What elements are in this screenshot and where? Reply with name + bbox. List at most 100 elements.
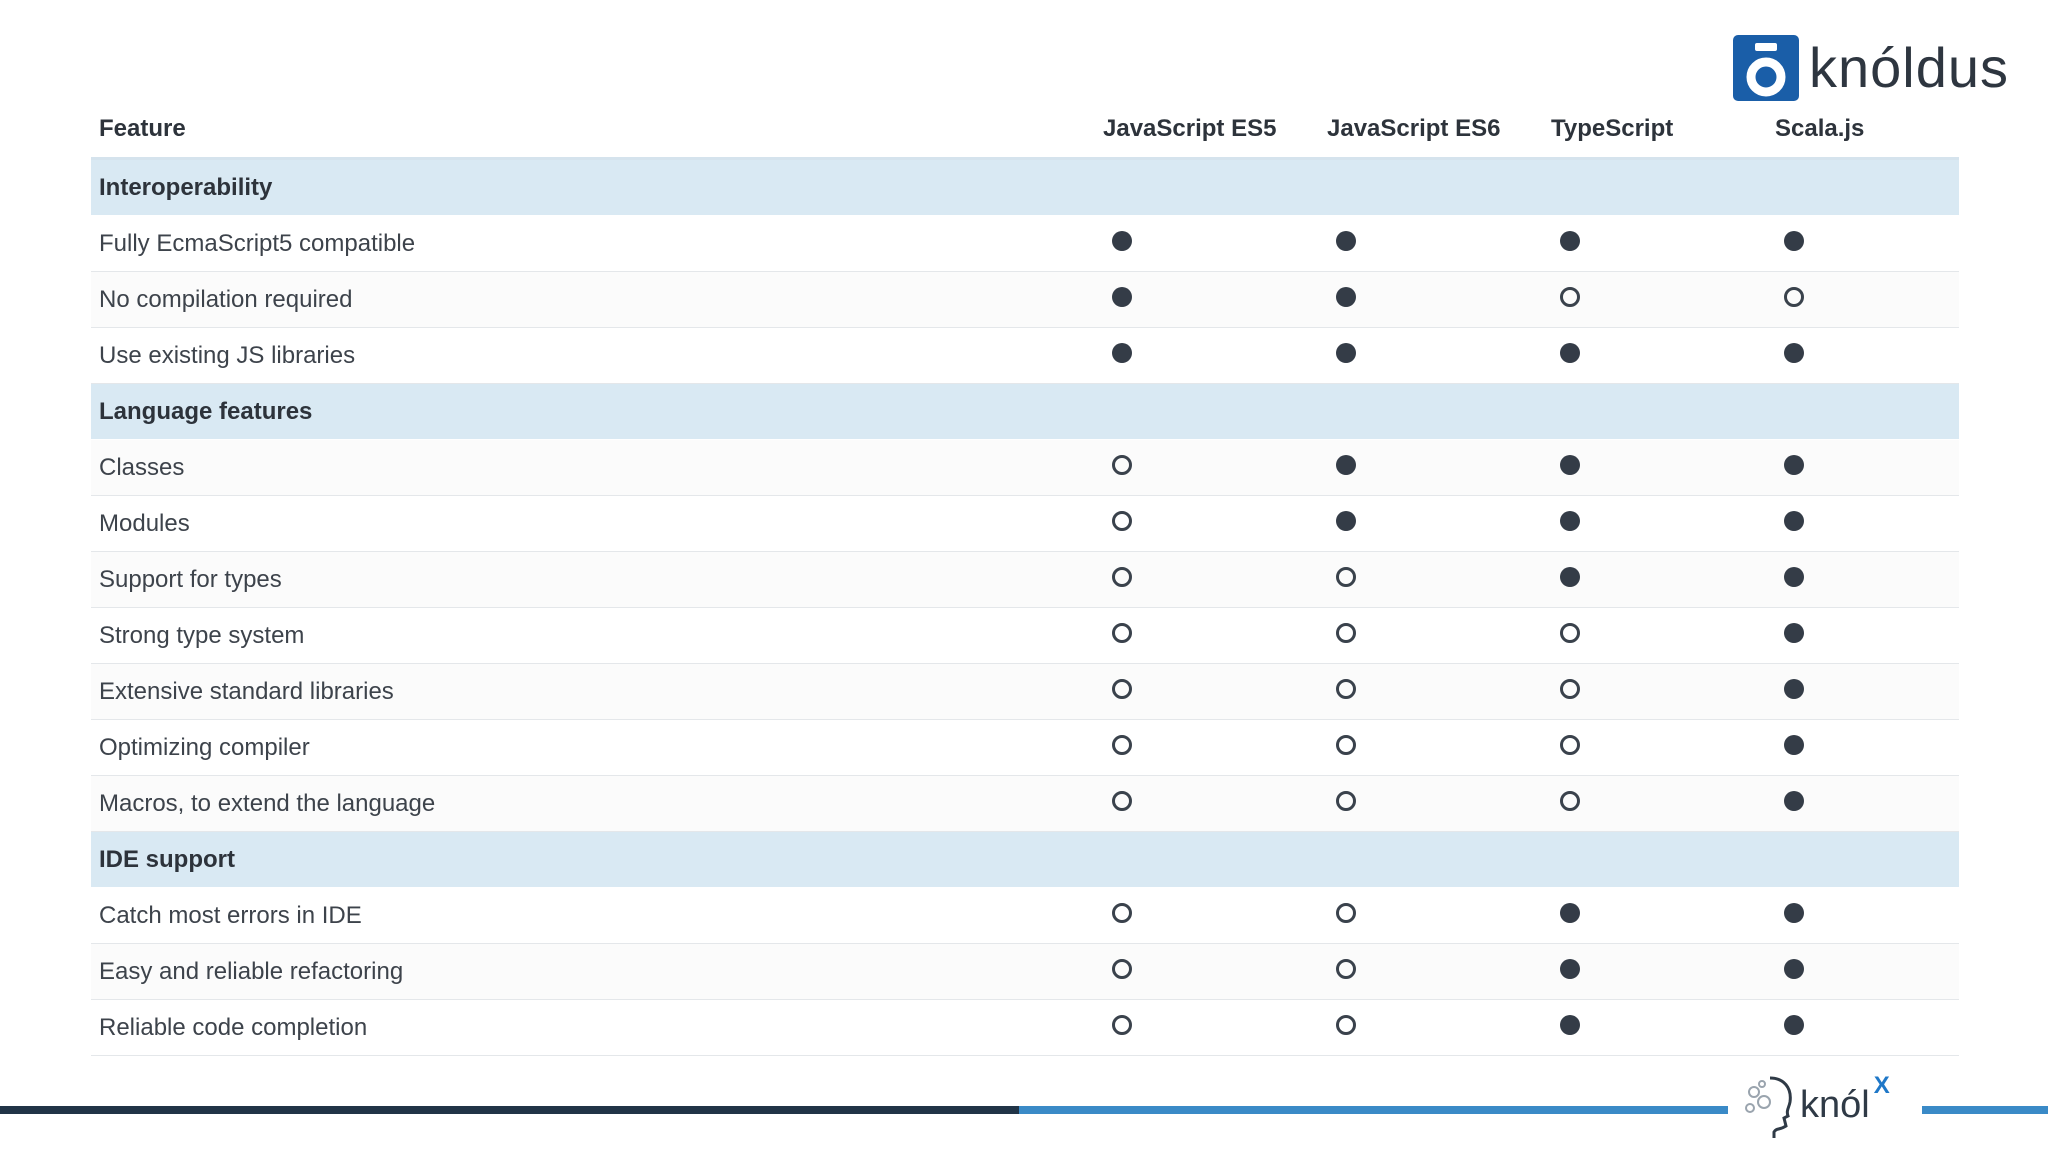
filled-circle-icon	[1560, 230, 1580, 251]
filled-circle-icon	[1784, 1014, 1804, 1035]
table-body: Interoperability Fully EcmaScript5 compat…	[91, 158, 1959, 1056]
filled-circle-icon	[1784, 678, 1804, 699]
feature-cell: Modules	[91, 495, 1095, 552]
support-cell-typescript	[1543, 663, 1767, 720]
empty-circle-icon	[1112, 958, 1132, 979]
empty-circle-icon	[1560, 734, 1580, 755]
filled-circle-icon	[1784, 342, 1804, 363]
support-cell-typescript	[1543, 271, 1767, 328]
support-cell-typescript	[1543, 775, 1767, 832]
support-cell-typescript	[1543, 439, 1767, 496]
section-title: Interoperability	[91, 158, 1959, 216]
support-cell-scala-js	[1767, 215, 1959, 272]
empty-circle-icon	[1112, 678, 1132, 699]
support-cell-javascript-es5	[1095, 775, 1319, 832]
empty-circle-icon	[1112, 566, 1132, 587]
support-cell-typescript	[1543, 607, 1767, 664]
support-cell-javascript-es6	[1319, 439, 1543, 496]
support-cell-scala-js	[1767, 271, 1959, 328]
empty-circle-icon	[1112, 510, 1132, 531]
header-feature: Feature	[91, 100, 1095, 160]
support-cell-javascript-es6	[1319, 663, 1543, 720]
filled-circle-icon	[1560, 958, 1580, 979]
filled-circle-icon	[1112, 230, 1132, 251]
knolx-logo: knól X	[1728, 1058, 1922, 1152]
support-cell-javascript-es5	[1095, 719, 1319, 776]
support-cell-scala-js	[1767, 495, 1959, 552]
table-row: Extensive standard libraries	[91, 663, 1959, 720]
table-header-row: Feature JavaScript ES5 JavaScript ES6 Ty…	[91, 100, 1959, 160]
empty-circle-icon	[1336, 1014, 1356, 1035]
support-cell-scala-js	[1767, 607, 1959, 664]
support-cell-scala-js	[1767, 663, 1959, 720]
feature-cell: Easy and reliable refactoring	[91, 943, 1095, 1000]
support-cell-typescript	[1543, 551, 1767, 608]
empty-circle-icon	[1560, 622, 1580, 643]
knolx-superscript: X	[1873, 1071, 1890, 1099]
support-cell-scala-js	[1767, 439, 1959, 496]
empty-circle-icon	[1784, 286, 1804, 307]
filled-circle-icon	[1784, 622, 1804, 643]
empty-circle-icon	[1336, 958, 1356, 979]
support-cell-javascript-es6	[1319, 327, 1543, 384]
empty-circle-icon	[1336, 734, 1356, 755]
table-row: Reliable code completion	[91, 999, 1959, 1056]
filled-circle-icon	[1112, 342, 1132, 363]
filled-circle-icon	[1560, 902, 1580, 923]
section-title: IDE support	[91, 831, 1959, 888]
filled-circle-icon	[1784, 790, 1804, 811]
filled-circle-icon	[1784, 454, 1804, 475]
support-cell-javascript-es6	[1319, 495, 1543, 552]
empty-circle-icon	[1336, 678, 1356, 699]
filled-circle-icon	[1112, 286, 1132, 307]
filled-circle-icon	[1336, 342, 1356, 363]
support-cell-typescript	[1543, 943, 1767, 1000]
support-cell-javascript-es5	[1095, 327, 1319, 384]
knoldus-logo: knóldus	[1733, 34, 2009, 102]
support-cell-scala-js	[1767, 775, 1959, 832]
section-row: IDE support	[91, 831, 1959, 888]
empty-circle-icon	[1560, 286, 1580, 307]
table-row: Classes	[91, 439, 1959, 496]
support-cell-javascript-es6	[1319, 943, 1543, 1000]
support-cell-javascript-es5	[1095, 439, 1319, 496]
support-cell-javascript-es5	[1095, 607, 1319, 664]
feature-cell: Macros, to extend the language	[91, 775, 1095, 832]
filled-circle-icon	[1784, 734, 1804, 755]
knoldus-logo-icon	[1733, 35, 1799, 101]
filled-circle-icon	[1784, 566, 1804, 587]
table-row: Easy and reliable refactoring	[91, 943, 1959, 1000]
header-javascript-es6: JavaScript ES6	[1319, 100, 1543, 160]
table-row: Macros, to extend the language	[91, 775, 1959, 832]
filled-circle-icon	[1784, 230, 1804, 251]
support-cell-javascript-es6	[1319, 887, 1543, 944]
support-cell-typescript	[1543, 887, 1767, 944]
empty-circle-icon	[1112, 622, 1132, 643]
support-cell-javascript-es6	[1319, 999, 1543, 1056]
feature-cell: Reliable code completion	[91, 999, 1095, 1056]
table-row: No compilation required	[91, 271, 1959, 328]
table-row: Modules	[91, 495, 1959, 552]
support-cell-javascript-es5	[1095, 271, 1319, 328]
feature-cell: Strong type system	[91, 607, 1095, 664]
support-cell-scala-js	[1767, 943, 1959, 1000]
table-row: Fully EcmaScript5 compatible	[91, 215, 1959, 272]
section-row: Language features	[91, 383, 1959, 440]
filled-circle-icon	[1784, 902, 1804, 923]
empty-circle-icon	[1112, 790, 1132, 811]
support-cell-javascript-es5	[1095, 999, 1319, 1056]
filled-circle-icon	[1784, 510, 1804, 531]
filled-circle-icon	[1560, 454, 1580, 475]
support-cell-javascript-es6	[1319, 607, 1543, 664]
feature-cell: Classes	[91, 439, 1095, 496]
head-gears-icon	[1745, 1076, 1792, 1138]
support-cell-javascript-es5	[1095, 943, 1319, 1000]
header-typescript: TypeScript	[1543, 100, 1767, 160]
empty-circle-icon	[1336, 790, 1356, 811]
empty-circle-icon	[1336, 902, 1356, 923]
empty-circle-icon	[1336, 566, 1356, 587]
support-cell-javascript-es5	[1095, 551, 1319, 608]
support-cell-typescript	[1543, 327, 1767, 384]
support-cell-typescript	[1543, 495, 1767, 552]
section-row: Interoperability	[91, 158, 1959, 216]
